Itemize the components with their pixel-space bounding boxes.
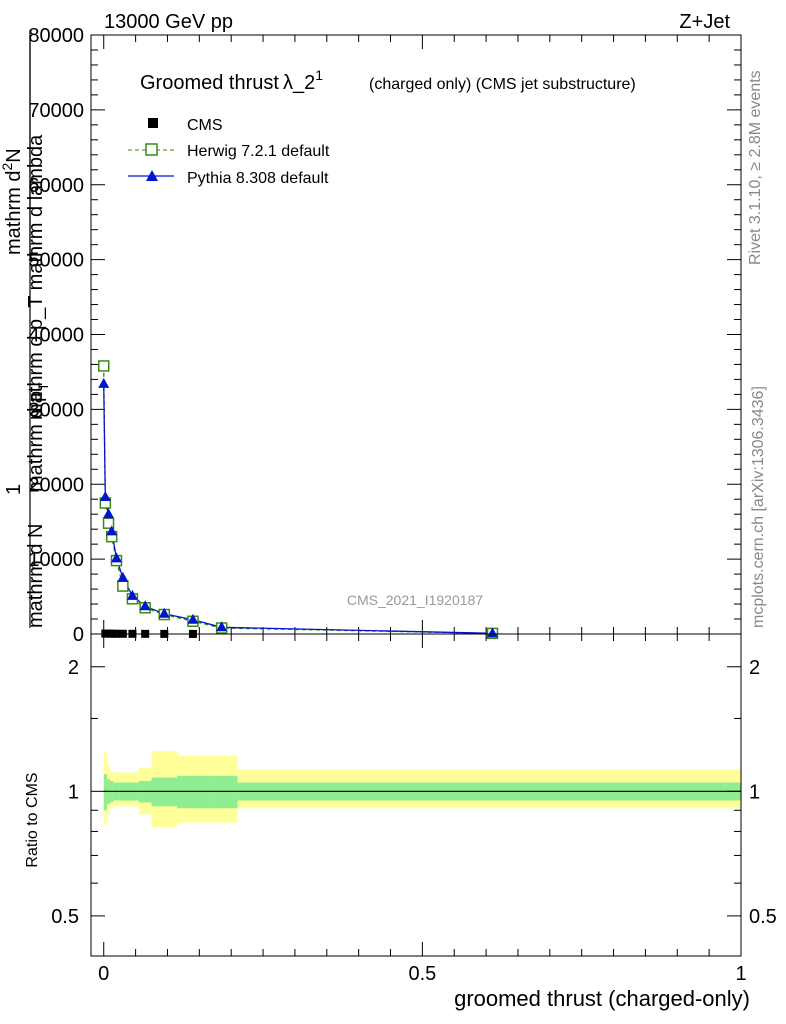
y-tick-label: 50000 — [28, 250, 84, 272]
point-pythia — [117, 571, 129, 582]
y-tick-label: 10000 — [28, 549, 84, 571]
ratio-y-label: Ratio to CMS — [24, 772, 41, 867]
x-axis-label: groomed thrust (charged-only) — [454, 986, 750, 1011]
legend-label-herwig: Herwig 7.2.1 default — [187, 143, 330, 160]
point-pythia — [187, 613, 199, 624]
y-label-num1: mathrm d2N — [0, 148, 25, 255]
x-tick-label: 0 — [98, 963, 109, 985]
point-pythia — [99, 490, 111, 501]
legend-label-cms: CMS — [187, 117, 223, 134]
main-x-ticks — [103, 35, 742, 634]
header-right: Z+Jet — [679, 11, 730, 33]
watermark: CMS_2021_I1920187 — [347, 592, 483, 608]
ratio-y-tick-label-right: 1 — [749, 781, 760, 803]
y-label-den2: mathrm d pT — [25, 382, 51, 492]
legend-marker-herwig — [145, 143, 158, 156]
x-tick-label: 0.5 — [408, 963, 436, 985]
legend-label-pythia: Pythia 8.308 default — [187, 170, 329, 187]
x-tick-label: 1 — [735, 963, 746, 985]
ratio-y-tick-label-right: 0.5 — [749, 906, 777, 928]
ratio-y-tick-label: 1 — [68, 781, 79, 803]
y-tick-label: 0 — [73, 624, 84, 646]
y-tick-label: 70000 — [28, 100, 84, 122]
ratio-y-tick-label-right: 2 — [749, 657, 760, 679]
point-pythia — [103, 508, 115, 519]
y-tick-label: 40000 — [28, 325, 84, 347]
point-pythia — [139, 600, 151, 611]
point-pythia — [98, 377, 110, 388]
header-left: 13000 GeV pp — [104, 11, 233, 33]
point-herwig — [117, 580, 129, 592]
ratio-inner-band-bin — [177, 775, 209, 809]
y-tick-label: 80000 — [28, 25, 84, 47]
y-label-one: 1 — [3, 484, 25, 495]
ratio-y-tick-label: 2 — [68, 657, 79, 679]
rivet-label: Rivet 3.1.10, ≥ 2.8M events — [747, 70, 764, 265]
ratio-inner-band-bin — [103, 774, 107, 811]
plot-title: Groomed thrust λ_21 (charged only) (CMS j… — [140, 67, 636, 94]
y-tick-label: 20000 — [28, 474, 84, 496]
ratio-plot-frame — [90, 633, 742, 957]
y-label-den1: mathrm d N — [25, 524, 47, 628]
main-y-label: 1 mathrm d N mathrm d pT mathrm d2N math… — [0, 30, 51, 628]
main-plot: 0 10000 20000 30000 40000 50000 60000 70000 8000… — [0, 25, 742, 646]
ratio-bands — [103, 751, 741, 827]
legend: CMS Herwig 7.2.1 default Pythia 8.308 de… — [128, 117, 330, 187]
y-label-den3: mathrm d p_T mathrm d lambda — [25, 134, 47, 420]
title-main: Groomed thrust λ_21 — [140, 67, 323, 94]
title-rest: (charged only) (CMS jet substructure) — [369, 76, 636, 93]
mcplots-label: mcplots.cern.ch [arXiv:1306.3436] — [750, 386, 767, 628]
point-pythia — [126, 589, 138, 600]
ratio-y-tick-label: 0.5 — [51, 906, 79, 928]
ratio-x-axis: 0 0.5 1 — [98, 634, 747, 985]
point-pythia — [216, 621, 228, 632]
main-y-axis: 0 10000 20000 30000 40000 50000 60000 70000 8000… — [28, 25, 741, 646]
ratio-plot: 0.5 0.51 12 2 0 0.5 1 Ratio to CMS groomed th… — [24, 633, 777, 1011]
point-pythia — [106, 525, 118, 536]
ratio-inner-band-bin — [208, 775, 238, 809]
y-tick-label: 30000 — [28, 399, 84, 421]
legend-marker-cms — [148, 118, 158, 128]
point-herwig — [97, 360, 110, 372]
y-tick-label: 60000 — [28, 175, 84, 197]
point-pythia — [486, 627, 498, 638]
point-pythia — [110, 552, 122, 563]
ratio-y-axis: 0.5 0.5 1 1 2 2 — [51, 657, 777, 928]
point-pythia — [158, 607, 170, 618]
legend-marker-pythia — [146, 170, 158, 181]
